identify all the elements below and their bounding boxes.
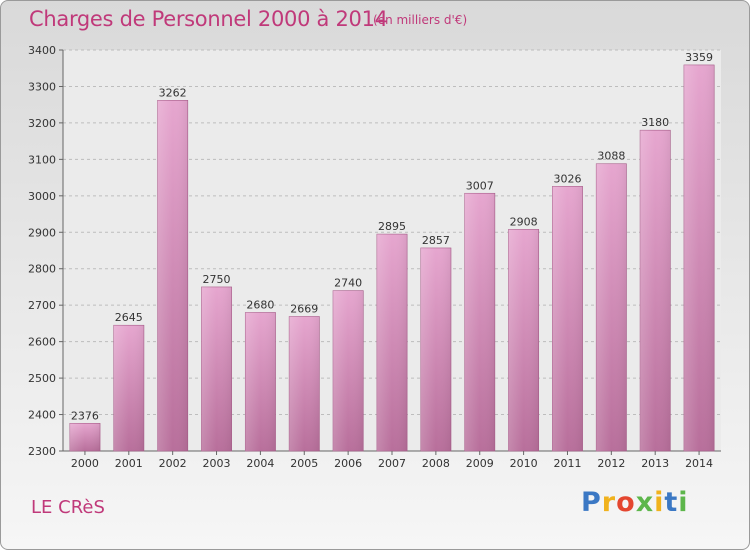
bar-shading: [332, 290, 364, 451]
bar-shading: [289, 316, 320, 451]
proxiti-logo: Proxiti: [581, 487, 689, 518]
logo-letter: o: [616, 487, 636, 518]
x-tick-label: 2004: [246, 457, 274, 470]
y-tick-label: 3100: [28, 153, 56, 166]
bar-value-label: 3007: [466, 179, 494, 192]
x-tick-label: 2003: [203, 457, 231, 470]
bar-shading: [596, 163, 627, 452]
x-tick-label: 2001: [115, 457, 143, 470]
bar-value-label: 3359: [685, 51, 713, 64]
bar-shading: [552, 186, 583, 451]
y-tick-label: 2600: [28, 336, 56, 349]
x-tick-label: 2014: [685, 457, 713, 470]
bar-shading: [69, 423, 101, 451]
x-tick-label: 2007: [378, 457, 406, 470]
chart-subtitle: (en milliers d'€): [373, 13, 468, 27]
logo-letter: i: [654, 487, 665, 518]
bar-value-label: 2895: [378, 220, 406, 233]
logo-letter: P: [581, 487, 602, 518]
x-tick-label: 2006: [334, 457, 362, 470]
bar-shading: [420, 247, 452, 451]
x-tick-label: 2005: [290, 457, 318, 470]
logo-letter: t: [664, 487, 679, 518]
bar-value-label: 2645: [115, 311, 143, 324]
bar-value-label: 2908: [510, 215, 538, 228]
x-tick-label: 2002: [159, 457, 187, 470]
y-tick-label: 2500: [28, 372, 56, 385]
bar-shading: [157, 100, 188, 451]
y-tick-label: 2300: [28, 445, 56, 458]
bar-shading: [201, 286, 232, 451]
x-tick-label: 2009: [466, 457, 494, 470]
x-tick-label: 2013: [641, 457, 669, 470]
x-tick-label: 2000: [71, 457, 99, 470]
chart-title: Charges de Personnel 2000 à 2014: [29, 7, 388, 31]
y-tick-label: 2400: [28, 409, 56, 422]
bar-shading: [113, 325, 144, 451]
bar-value-label: 3088: [597, 150, 625, 163]
location-label: LE CRèS: [31, 497, 105, 518]
y-tick-label: 3400: [28, 44, 56, 57]
x-tick-label: 2010: [510, 457, 538, 470]
bar-shading: [464, 193, 495, 451]
bar-shading: [508, 229, 539, 451]
y-tick-label: 2800: [28, 263, 56, 276]
bar-shading: [245, 312, 276, 451]
bar-value-label: 3180: [641, 116, 669, 129]
bar-value-label: 2750: [203, 273, 231, 286]
bar-value-label: 2680: [246, 298, 274, 311]
logo-letter: r: [601, 487, 617, 518]
x-tick-label: 2012: [597, 457, 625, 470]
y-tick-label: 2700: [28, 299, 56, 312]
bar-value-label: 2669: [290, 302, 318, 315]
bar-shading: [640, 130, 671, 451]
bar-value-label: 2740: [334, 277, 362, 290]
logo-letter: x: [635, 487, 655, 518]
logo-letter: i: [678, 487, 689, 518]
bar-shading: [376, 234, 408, 451]
x-tick-label: 2011: [553, 457, 581, 470]
bar-value-label: 3262: [159, 86, 187, 99]
y-tick-label: 2900: [28, 226, 56, 239]
y-tick-label: 3300: [28, 80, 56, 93]
bar-value-label: 3026: [553, 172, 581, 185]
bar-shading: [683, 64, 715, 452]
y-tick-label: 3000: [28, 190, 56, 203]
y-tick-label: 3200: [28, 117, 56, 130]
bar-value-label: 2857: [422, 234, 450, 247]
bar-value-label: 2376: [71, 409, 99, 422]
x-tick-label: 2008: [422, 457, 450, 470]
